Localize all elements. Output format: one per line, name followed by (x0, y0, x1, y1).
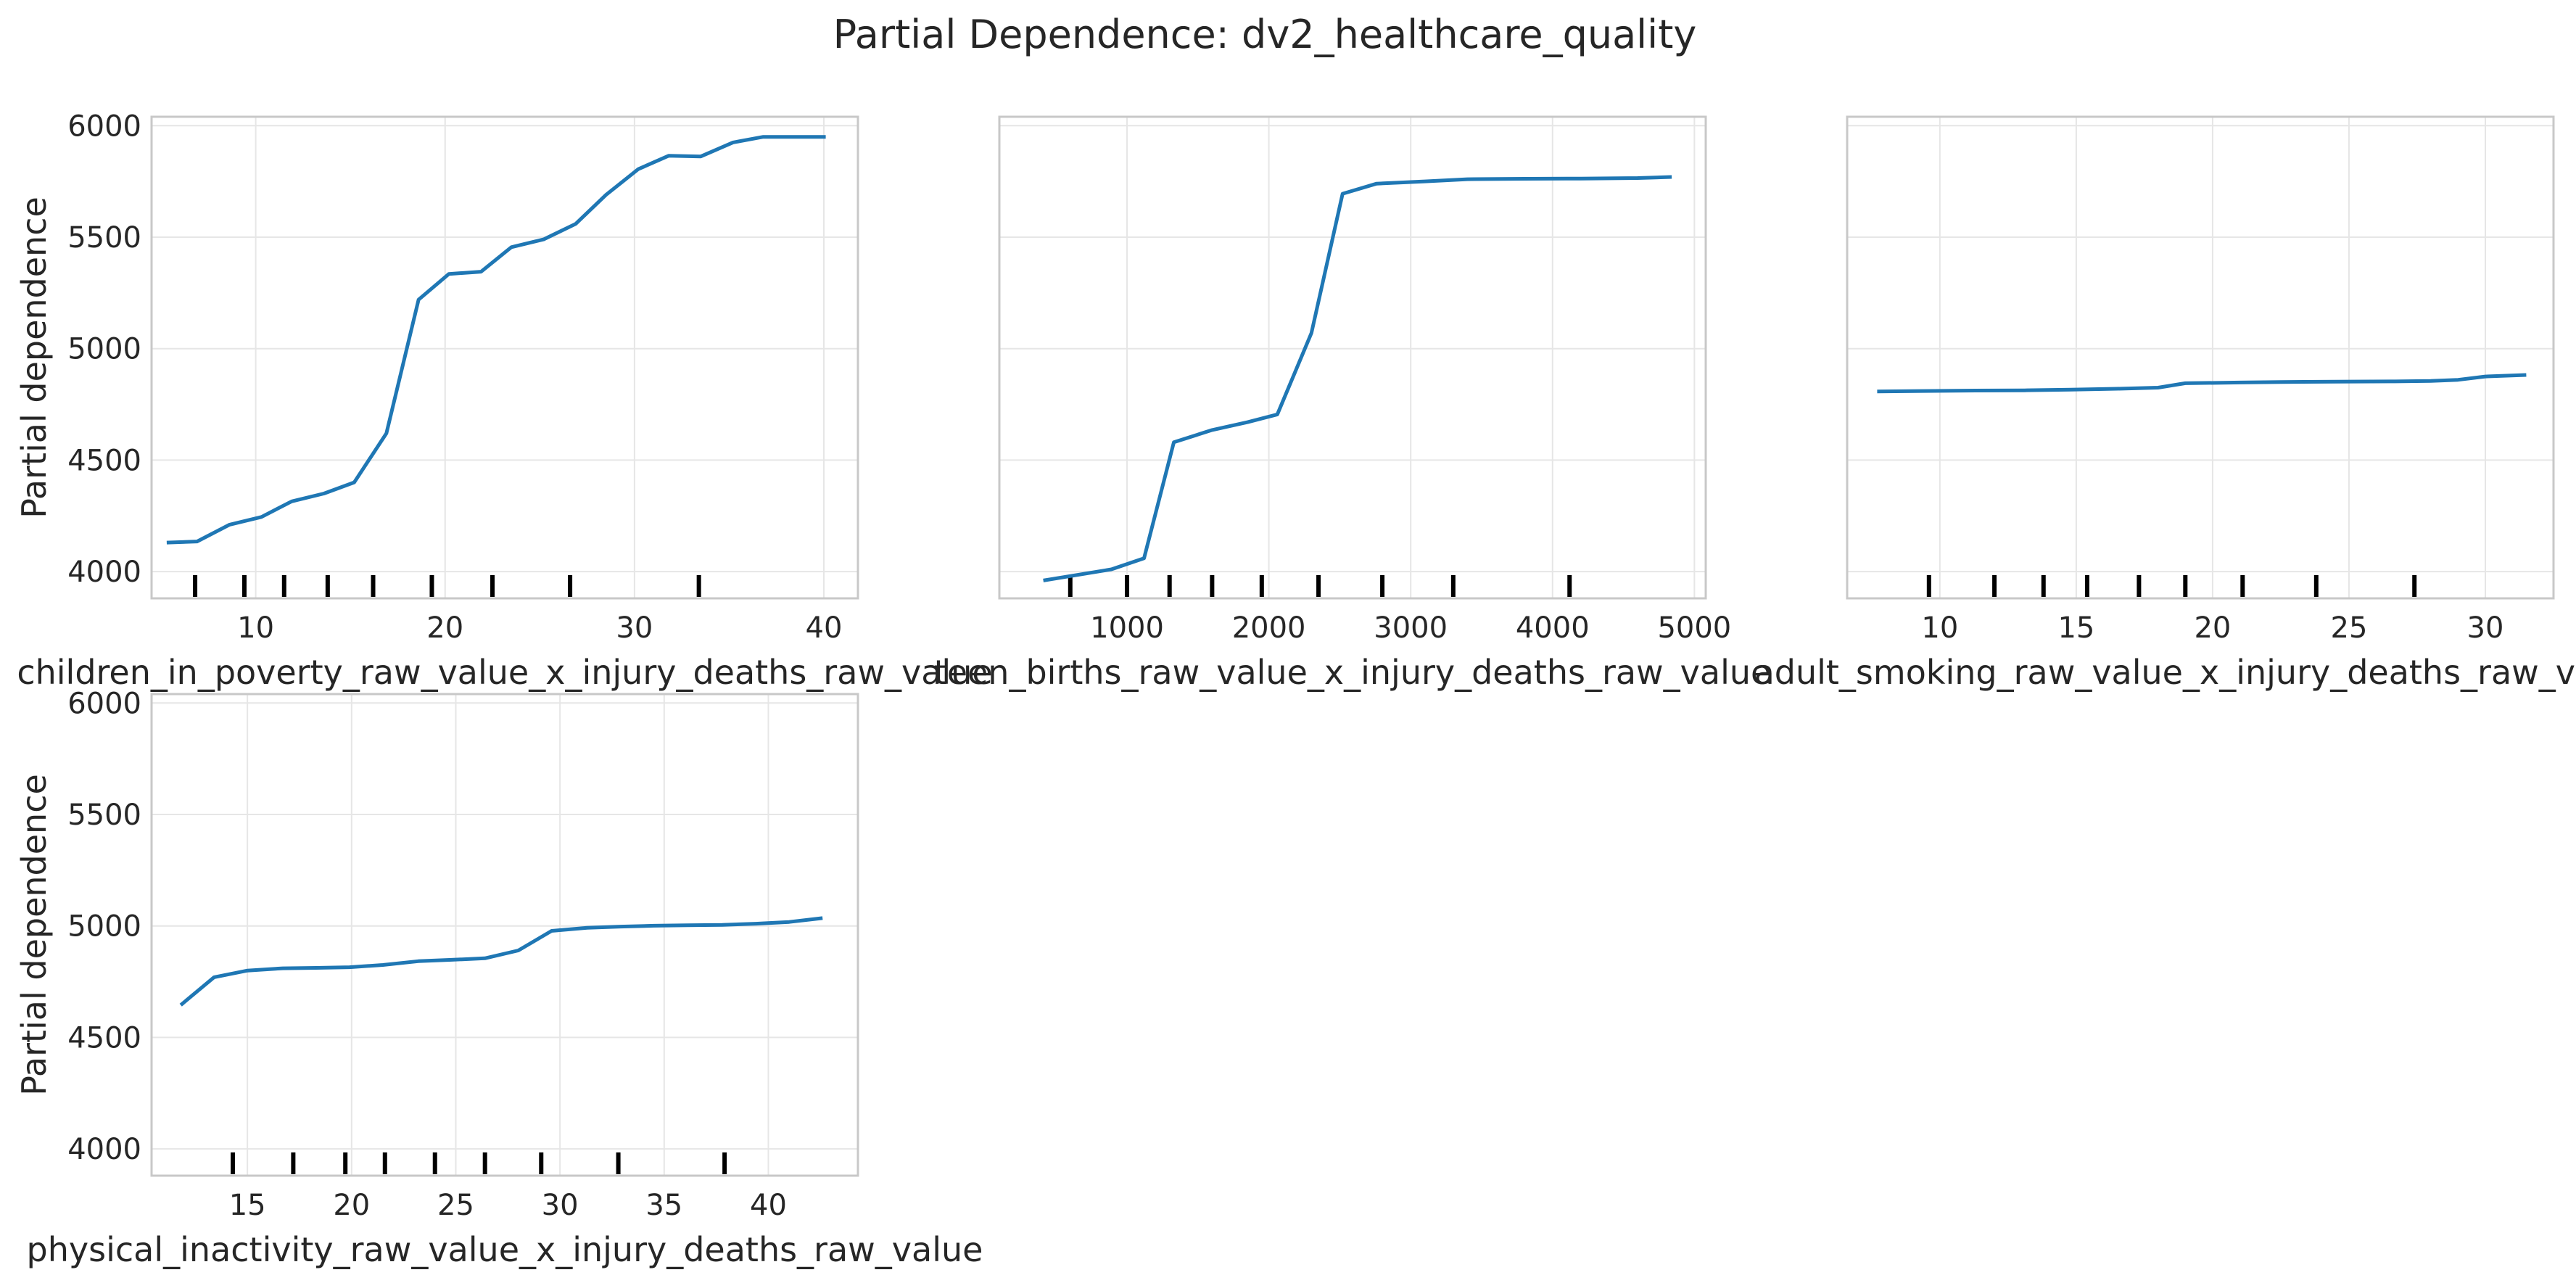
plot-frame (998, 115, 1707, 600)
x-tick-label: 30 (616, 611, 653, 645)
subplot-1: 10 20 30 40 4000 4500 5000 5500 6000 children_in_… (15, 110, 993, 692)
pd-line (1043, 175, 1672, 582)
subplot-4: 15 20 25 30 35 40 4000 4500 5000 5500 6000 physical… (15, 687, 983, 1269)
plot-frame (1846, 115, 2555, 600)
x-tick-label: 25 (2331, 611, 2368, 645)
y-tick-label: 5500 (67, 799, 141, 832)
x-tick-label: 2000 (1232, 611, 1306, 645)
y-tick-label: 4500 (67, 444, 141, 477)
y-tick-label: 4000 (67, 556, 141, 589)
x-tick-label: 5000 (1657, 611, 1731, 645)
x-tick-label: 20 (2194, 611, 2231, 645)
y-tick-label: 4000 (67, 1133, 141, 1166)
x-axis-label: physical_inactivity_raw_value_x_injury_d… (27, 1230, 983, 1269)
y-tick-label: 4500 (67, 1021, 141, 1055)
x-tick-label: 10 (1921, 611, 1958, 645)
y-tick-label: 5000 (67, 910, 141, 944)
subplot-3: 10 15 20 25 30 adult_smoking_raw_value_x_inju… (1754, 115, 2576, 692)
y-tick-label: 6000 (67, 110, 141, 143)
x-tick-label: 1000 (1090, 611, 1164, 645)
x-axis-label: teen_births_raw_value_x_injury_deaths_ra… (934, 653, 1772, 692)
y-axis-label: Partial dependence (15, 197, 54, 519)
x-axis-label: adult_smoking_raw_value_x_injury_deaths_… (1754, 653, 2576, 692)
y-axis-label: Partial dependence (15, 774, 54, 1096)
x-tick-label: 20 (426, 611, 463, 645)
x-tick-label: 15 (229, 1189, 266, 1222)
pd-line (1877, 373, 2527, 394)
subplot-grid: 10 20 30 4040004500500055006000children_in_… (15, 110, 2576, 1269)
x-tick-label: 30 (2467, 611, 2504, 645)
y-tick-label: 6000 (67, 687, 141, 720)
x-tick-label: 4000 (1516, 611, 1590, 645)
x-axis-label: children_in_poverty_raw_value_x_injury_d… (17, 653, 992, 692)
x-tick-label: 10 (237, 611, 274, 645)
x-tick-label: 25 (437, 1189, 474, 1222)
x-tick-label: 40 (750, 1189, 787, 1222)
x-tick-label: 35 (645, 1189, 682, 1222)
y-tick-label: 5500 (67, 221, 141, 255)
figure-title: Partial Dependence: dv2_healthcare_quali… (833, 12, 1697, 57)
subplot-2: 1000 2000 3000 4000 5000 teen_births_raw_valu… (934, 115, 1772, 692)
pd-line (166, 135, 826, 545)
y-tick-label: 5000 (67, 333, 141, 366)
pd-line (179, 916, 823, 1007)
plot-frame (150, 115, 859, 600)
x-tick-label: 40 (806, 611, 843, 645)
x-tick-label: 30 (542, 1189, 579, 1222)
plot-frame (150, 693, 859, 1177)
x-tick-label: 15 (2057, 611, 2094, 645)
x-tick-label: 20 (333, 1189, 370, 1222)
x-tick-label: 3000 (1374, 611, 1448, 645)
